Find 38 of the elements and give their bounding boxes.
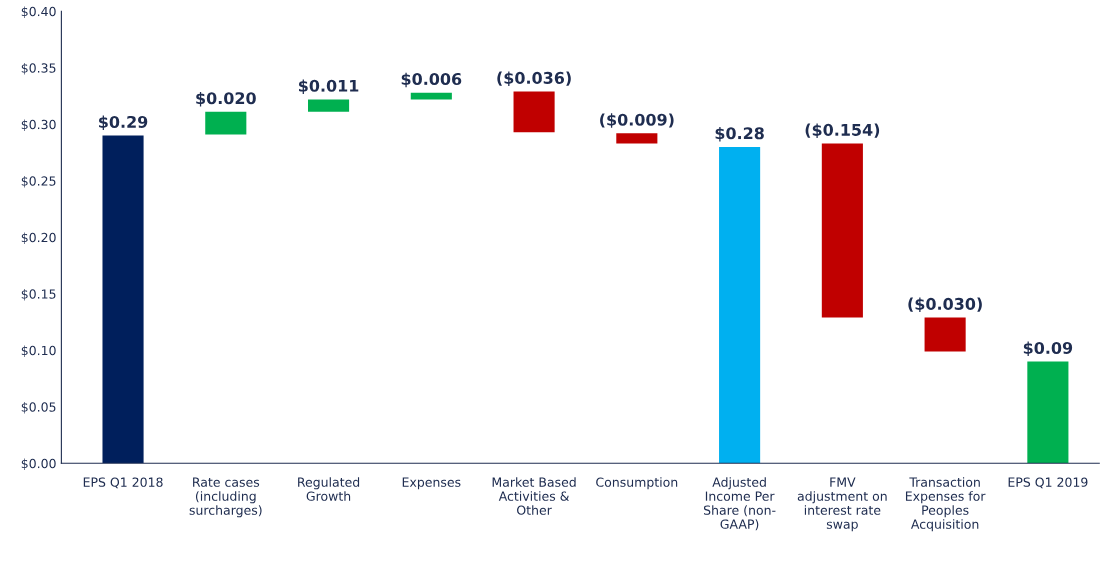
- data-label: $0.006: [401, 72, 462, 88]
- bar: [719, 146, 761, 464]
- y-tick-label: $0.05: [21, 402, 56, 414]
- y-tick-label: $0.15: [21, 289, 56, 301]
- data-label: $0.29: [99, 115, 148, 131]
- x-tick-label: Expenses: [402, 477, 461, 490]
- data-label: ($0.036): [497, 71, 571, 87]
- data-label: $0.011: [298, 79, 359, 94]
- y-tick-label: $0.40: [21, 6, 56, 18]
- x-tick-label: EPS Q1 2019: [1008, 477, 1088, 489]
- x-tick-label: Adjusted Income Per Share (non- GAAP): [703, 477, 776, 531]
- x-tick-label: Transaction Expenses for Peoples Acquisition: [905, 477, 986, 532]
- x-tick-label: FMV adjustment on interest rate swap: [797, 477, 887, 532]
- bar: [513, 91, 555, 133]
- bar: [205, 111, 247, 135]
- y-tick-label: $0.20: [21, 232, 56, 244]
- x-tick-label: Rate cases (including surcharges): [189, 477, 262, 518]
- bar: [616, 133, 658, 144]
- data-label: ($0.030): [908, 297, 982, 313]
- bar: [1027, 361, 1069, 464]
- data-label: $0.28: [715, 126, 764, 142]
- y-tick-label: $0.35: [21, 63, 56, 75]
- y-tick-label: $0.00: [21, 458, 56, 470]
- x-tick-label: Consumption: [596, 477, 678, 490]
- bar: [821, 143, 863, 318]
- data-label: ($0.154): [805, 123, 880, 139]
- bar: [924, 317, 966, 352]
- x-tick-label: Regulated Growth: [298, 477, 360, 501]
- x-tick-label: EPS Q1 2018: [83, 477, 163, 489]
- data-label: ($0.009): [600, 113, 674, 128]
- data-label: $0.09: [1023, 341, 1073, 357]
- y-tick-label: $0.30: [21, 119, 56, 131]
- bar: [102, 135, 144, 464]
- y-tick-label: $0.25: [21, 176, 56, 188]
- y-tick-label: $0.10: [21, 345, 56, 357]
- data-label: $0.020: [196, 91, 256, 107]
- x-tick-label: Market Based Activities & Other: [492, 477, 576, 515]
- bar: [308, 99, 350, 112]
